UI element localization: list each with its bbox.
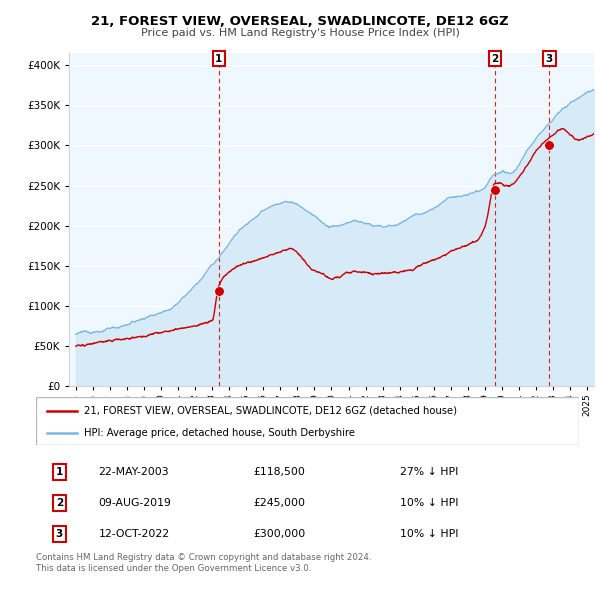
Text: 22-MAY-2003: 22-MAY-2003 xyxy=(98,467,169,477)
Text: £118,500: £118,500 xyxy=(253,467,305,477)
Text: 10% ↓ HPI: 10% ↓ HPI xyxy=(400,529,458,539)
Text: 21, FOREST VIEW, OVERSEAL, SWADLINCOTE, DE12 6GZ: 21, FOREST VIEW, OVERSEAL, SWADLINCOTE, … xyxy=(91,15,509,28)
Text: 09-AUG-2019: 09-AUG-2019 xyxy=(98,498,172,508)
Text: 21, FOREST VIEW, OVERSEAL, SWADLINCOTE, DE12 6GZ (detached house): 21, FOREST VIEW, OVERSEAL, SWADLINCOTE, … xyxy=(84,405,457,415)
Text: 10% ↓ HPI: 10% ↓ HPI xyxy=(400,498,458,508)
Text: 1: 1 xyxy=(56,467,63,477)
Text: 3: 3 xyxy=(546,54,553,64)
Text: Contains HM Land Registry data © Crown copyright and database right 2024.
This d: Contains HM Land Registry data © Crown c… xyxy=(36,553,371,573)
Text: HPI: Average price, detached house, South Derbyshire: HPI: Average price, detached house, Sout… xyxy=(84,428,355,438)
Text: 2: 2 xyxy=(491,54,499,64)
Text: 1: 1 xyxy=(215,54,223,64)
Text: 3: 3 xyxy=(56,529,63,539)
Text: Price paid vs. HM Land Registry's House Price Index (HPI): Price paid vs. HM Land Registry's House … xyxy=(140,28,460,38)
FancyBboxPatch shape xyxy=(36,397,579,445)
Text: 27% ↓ HPI: 27% ↓ HPI xyxy=(400,467,458,477)
Text: 2: 2 xyxy=(56,498,63,508)
Text: 12-OCT-2022: 12-OCT-2022 xyxy=(98,529,170,539)
Text: £300,000: £300,000 xyxy=(253,529,305,539)
Text: £245,000: £245,000 xyxy=(253,498,305,508)
